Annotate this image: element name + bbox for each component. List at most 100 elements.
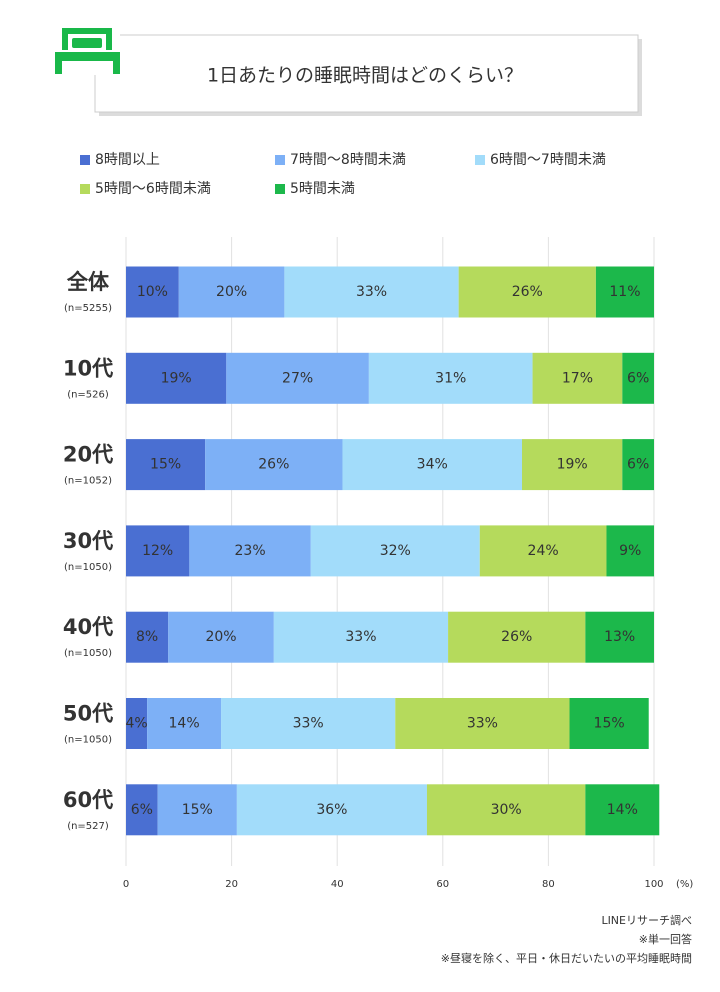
value-label: 15% <box>594 716 625 732</box>
value-label: 15% <box>182 802 213 818</box>
legend-label: 5時間未満 <box>290 181 355 197</box>
bar-segment <box>342 439 522 491</box>
bar-segment <box>126 611 169 663</box>
value-label: 12% <box>142 543 173 559</box>
legend-label: 6時間～7時間未満 <box>490 152 606 168</box>
value-label: 13% <box>604 629 635 645</box>
chart-title: 1日あたりの睡眠時間はどのくらい？ <box>207 65 523 87</box>
value-label: 30% <box>491 802 522 818</box>
x-tick-label: 100 <box>644 879 663 890</box>
category-label: 10代 <box>63 356 113 380</box>
category-note: (n=1050) <box>64 735 112 746</box>
category-label: 30代 <box>63 529 113 553</box>
value-label: 26% <box>512 284 543 300</box>
value-label: 14% <box>607 802 638 818</box>
bar-segment <box>236 784 427 836</box>
x-tick-label: 60 <box>436 879 449 890</box>
bar-segment <box>479 525 607 577</box>
bar-segment <box>368 352 533 404</box>
bar-segment <box>622 439 654 491</box>
value-label: 20% <box>216 284 247 300</box>
value-label: 33% <box>293 716 324 732</box>
category-note: (n=5255) <box>64 303 112 314</box>
value-label: 33% <box>356 284 387 300</box>
category-label: 60代 <box>63 788 113 812</box>
value-label: 14% <box>169 716 200 732</box>
category-note: (n=1050) <box>64 562 112 573</box>
bar-segment <box>426 784 586 836</box>
bar-segment <box>205 439 343 491</box>
x-tick-label: 0 <box>123 879 129 890</box>
footnote: ※昼寝を除く、平日・休日だいたいの平均睡眠時間 <box>441 951 692 965</box>
value-label: 11% <box>609 284 640 300</box>
bar-segment <box>147 698 222 749</box>
value-label: 19% <box>557 457 588 473</box>
legend-swatch <box>275 184 285 194</box>
bar-segment <box>522 439 623 491</box>
value-label: 24% <box>528 543 559 559</box>
legend-label: 8時間以上 <box>95 152 160 168</box>
legend-label: 7時間～8時間未満 <box>290 152 406 168</box>
category-label: 20代 <box>63 443 113 467</box>
value-label: 19% <box>161 370 192 386</box>
legend-swatch <box>475 155 485 165</box>
legend-swatch <box>275 155 285 165</box>
value-label: 20% <box>205 629 236 645</box>
bar-segment <box>622 352 654 404</box>
value-label: 8% <box>136 629 158 645</box>
value-label: 9% <box>619 543 641 559</box>
bar-segment <box>221 698 396 749</box>
bar-segment <box>126 784 158 836</box>
bar-segment <box>273 611 449 663</box>
header-box <box>94 34 639 113</box>
value-label: 10% <box>137 284 168 300</box>
value-label: 6% <box>627 457 649 473</box>
bar-segment <box>595 266 654 318</box>
value-label: 26% <box>501 629 532 645</box>
bar-segment <box>569 698 649 749</box>
value-label: 4% <box>125 716 147 732</box>
bar-segment <box>310 525 480 577</box>
footnote: LINEリサーチ調べ <box>601 913 692 927</box>
category-label: 全体 <box>66 270 110 294</box>
value-label: 31% <box>435 370 466 386</box>
x-tick-label: 20 <box>225 879 238 890</box>
bar-segment <box>226 352 369 404</box>
category-note: (n=526) <box>67 389 109 400</box>
bar-segment <box>585 784 660 836</box>
bar-segment <box>157 784 237 836</box>
footnote: ※単一回答 <box>639 932 692 946</box>
bar-segment <box>126 698 148 749</box>
category-label: 50代 <box>63 702 113 726</box>
bar-segment <box>606 525 654 577</box>
legend-swatch <box>80 184 90 194</box>
bar-segment <box>126 525 190 577</box>
value-label: 36% <box>316 802 347 818</box>
value-label: 33% <box>467 716 498 732</box>
value-label: 27% <box>282 370 313 386</box>
bar-segment <box>168 611 274 663</box>
value-label: 23% <box>235 543 266 559</box>
bar-segment <box>532 352 623 404</box>
value-label: 6% <box>131 802 153 818</box>
category-note: (n=527) <box>67 821 109 832</box>
category-label: 40代 <box>63 615 113 639</box>
bar-segment <box>395 698 570 749</box>
bed-icon <box>55 20 120 75</box>
value-label: 15% <box>150 457 181 473</box>
value-label: 6% <box>627 370 649 386</box>
bar-segment <box>126 439 206 491</box>
value-label: 32% <box>380 543 411 559</box>
legend-label: 5時間～6時間未満 <box>95 181 211 197</box>
bar-segment <box>585 611 654 663</box>
value-label: 34% <box>417 457 448 473</box>
x-tick-label: 40 <box>331 879 344 890</box>
bar-segment <box>189 525 311 577</box>
bar-segment <box>448 611 586 663</box>
x-tick-label: 80 <box>542 879 555 890</box>
x-unit: (%) <box>676 879 693 890</box>
value-label: 26% <box>258 457 289 473</box>
bar-segment <box>458 266 596 318</box>
